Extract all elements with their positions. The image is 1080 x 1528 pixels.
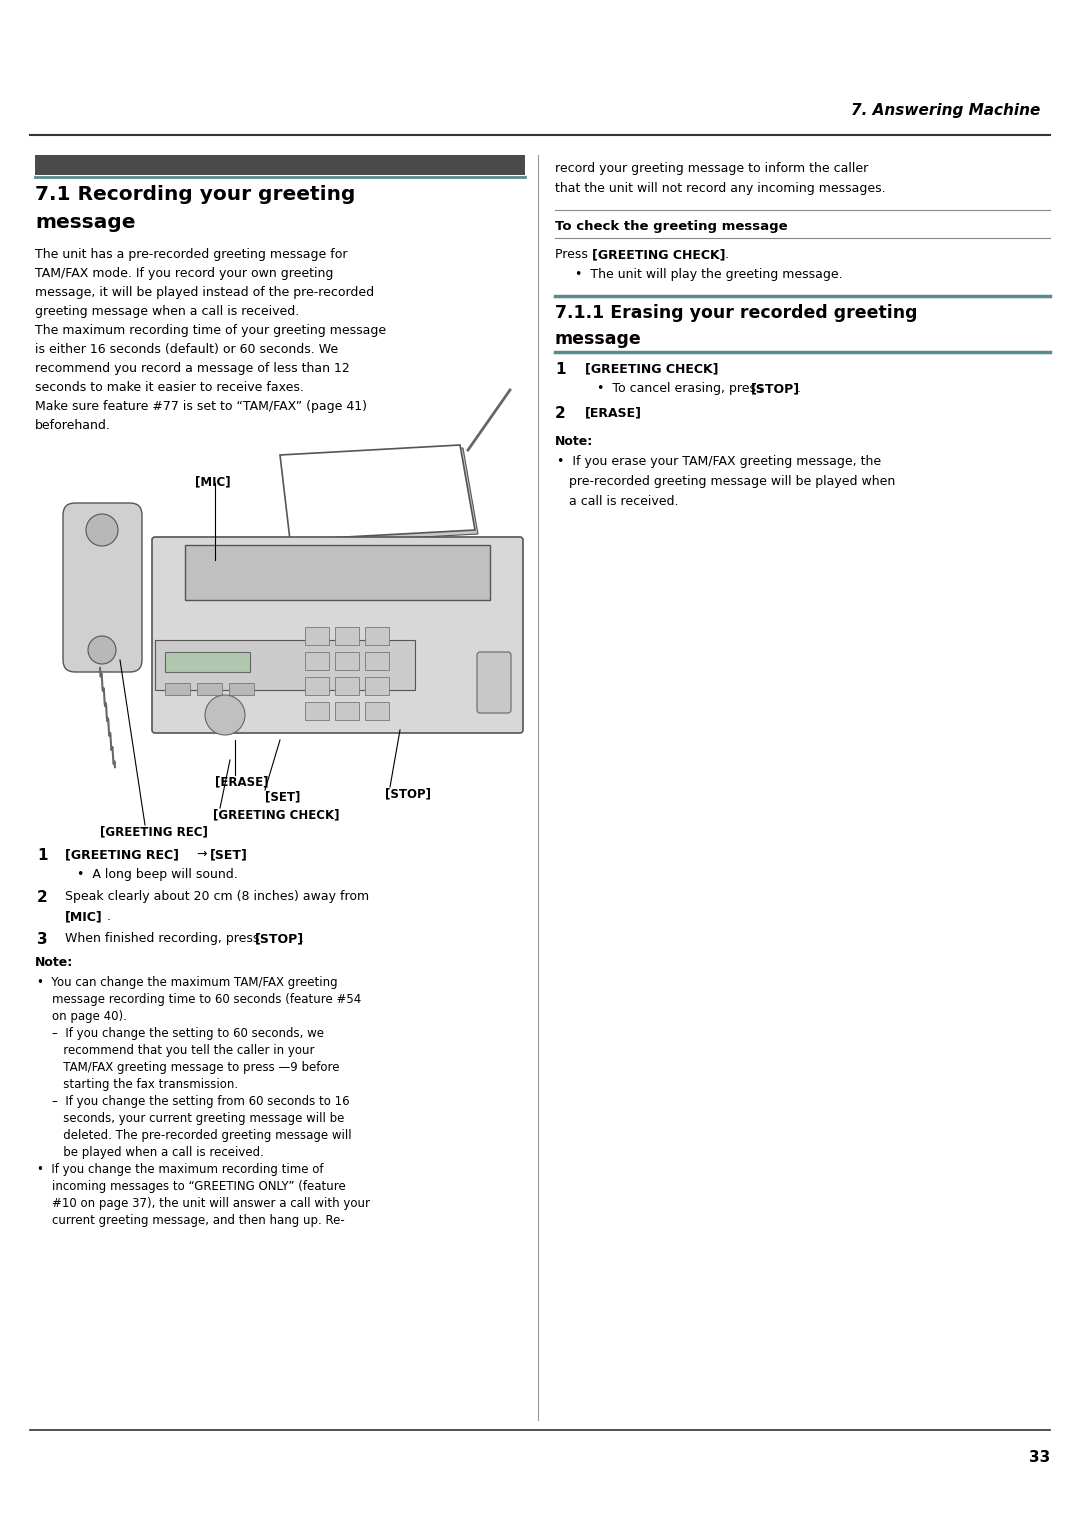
Bar xyxy=(305,626,329,645)
Text: 2: 2 xyxy=(555,406,566,422)
Bar xyxy=(335,626,359,645)
Text: 3: 3 xyxy=(37,932,48,947)
Text: •  If you change the maximum recording time of: • If you change the maximum recording ti… xyxy=(37,1163,324,1177)
Bar xyxy=(305,677,329,695)
Text: [GREETING REC]: [GREETING REC] xyxy=(65,848,179,860)
Text: message recording time to 60 seconds (feature #54: message recording time to 60 seconds (fe… xyxy=(37,993,361,1005)
Text: 33: 33 xyxy=(1029,1450,1050,1465)
Bar xyxy=(165,683,190,695)
Text: To check the greeting message: To check the greeting message xyxy=(555,220,787,232)
Text: Press: Press xyxy=(555,248,592,261)
Polygon shape xyxy=(280,445,475,539)
Bar xyxy=(165,652,249,672)
Polygon shape xyxy=(283,448,478,544)
Bar xyxy=(365,626,389,645)
Bar xyxy=(229,683,254,695)
Text: →: → xyxy=(193,848,212,860)
Text: seconds, your current greeting message will be: seconds, your current greeting message w… xyxy=(37,1112,345,1125)
FancyBboxPatch shape xyxy=(477,652,511,714)
Text: that the unit will not record any incoming messages.: that the unit will not record any incomi… xyxy=(555,182,886,196)
Bar xyxy=(185,545,490,601)
Text: The maximum recording time of your greeting message: The maximum recording time of your greet… xyxy=(35,324,387,338)
Text: incoming messages to “GREETING ONLY” (feature: incoming messages to “GREETING ONLY” (fe… xyxy=(37,1180,346,1193)
Text: is either 16 seconds (default) or 60 seconds. We: is either 16 seconds (default) or 60 sec… xyxy=(35,342,338,356)
Text: message, it will be played instead of the pre-recorded: message, it will be played instead of th… xyxy=(35,286,374,299)
Text: •  If you erase your TAM/FAX greeting message, the: • If you erase your TAM/FAX greeting mes… xyxy=(557,455,881,468)
Bar xyxy=(365,701,389,720)
Text: seconds to make it easier to receive faxes.: seconds to make it easier to receive fax… xyxy=(35,380,303,394)
Text: on page 40).: on page 40). xyxy=(37,1010,126,1024)
Text: –  If you change the setting from 60 seconds to 16: – If you change the setting from 60 seco… xyxy=(37,1096,350,1108)
Text: .: . xyxy=(797,382,801,396)
Text: message: message xyxy=(35,212,135,232)
Text: recommend that you tell the caller in your: recommend that you tell the caller in yo… xyxy=(37,1044,314,1057)
Text: 7.1 Recording your greeting: 7.1 Recording your greeting xyxy=(35,185,355,205)
Text: deleted. The pre-recorded greeting message will: deleted. The pre-recorded greeting messa… xyxy=(37,1129,352,1141)
Text: •  A long beep will sound.: • A long beep will sound. xyxy=(77,868,238,882)
Text: [SET]: [SET] xyxy=(265,790,300,804)
Bar xyxy=(305,701,329,720)
Text: beforehand.: beforehand. xyxy=(35,419,111,432)
Text: TAM/FAX greeting message to press —9 before: TAM/FAX greeting message to press —9 bef… xyxy=(37,1060,339,1074)
Text: –  If you change the setting to 60 seconds, we: – If you change the setting to 60 second… xyxy=(37,1027,324,1041)
Text: 2: 2 xyxy=(37,889,48,905)
Text: recommend you record a message of less than 12: recommend you record a message of less t… xyxy=(35,362,350,374)
Bar xyxy=(365,677,389,695)
Circle shape xyxy=(205,695,245,735)
Text: Make sure feature #77 is set to “TAM/FAX” (page 41): Make sure feature #77 is set to “TAM/FAX… xyxy=(35,400,367,413)
Circle shape xyxy=(87,636,116,665)
Text: •  The unit will play the greeting message.: • The unit will play the greeting messag… xyxy=(575,267,842,281)
FancyBboxPatch shape xyxy=(152,536,523,733)
Circle shape xyxy=(86,513,118,545)
Text: [GREETING CHECK]: [GREETING CHECK] xyxy=(592,248,726,261)
Text: .: . xyxy=(300,932,303,944)
Text: [STOP]: [STOP] xyxy=(384,787,431,801)
Text: [GREETING CHECK]: [GREETING CHECK] xyxy=(213,808,339,821)
Text: •  To cancel erasing, press: • To cancel erasing, press xyxy=(597,382,767,396)
Text: starting the fax transmission.: starting the fax transmission. xyxy=(37,1077,238,1091)
Text: [ERASE]: [ERASE] xyxy=(585,406,642,419)
Text: Speak clearly about 20 cm (8 inches) away from: Speak clearly about 20 cm (8 inches) awa… xyxy=(65,889,369,903)
Bar xyxy=(365,652,389,669)
Text: 1: 1 xyxy=(37,848,48,863)
Bar xyxy=(197,683,222,695)
Text: a call is received.: a call is received. xyxy=(557,495,678,507)
Text: greeting message when a call is received.: greeting message when a call is received… xyxy=(35,306,299,318)
Text: .: . xyxy=(107,911,111,923)
Bar xyxy=(335,652,359,669)
Text: [STOP]: [STOP] xyxy=(751,382,800,396)
Text: [GREETING REC]: [GREETING REC] xyxy=(100,825,207,837)
Text: record your greeting message to inform the caller: record your greeting message to inform t… xyxy=(555,162,868,176)
Bar xyxy=(335,701,359,720)
Text: 7.1.1 Erasing your recorded greeting: 7.1.1 Erasing your recorded greeting xyxy=(555,304,918,322)
Text: current greeting message, and then hang up. Re-: current greeting message, and then hang … xyxy=(37,1215,345,1227)
Text: [STOP]: [STOP] xyxy=(255,932,305,944)
Text: be played when a call is received.: be played when a call is received. xyxy=(37,1146,264,1160)
FancyBboxPatch shape xyxy=(63,503,141,672)
Text: 7. Answering Machine: 7. Answering Machine xyxy=(851,102,1040,118)
Text: The unit has a pre-recorded greeting message for: The unit has a pre-recorded greeting mes… xyxy=(35,248,348,261)
Text: #10 on page 37), the unit will answer a call with your: #10 on page 37), the unit will answer a … xyxy=(37,1196,370,1210)
Bar xyxy=(35,154,525,176)
Text: pre-recorded greeting message will be played when: pre-recorded greeting message will be pl… xyxy=(557,475,895,487)
Text: Note:: Note: xyxy=(555,435,593,448)
Text: [SET]: [SET] xyxy=(210,848,248,860)
Text: When finished recording, press: When finished recording, press xyxy=(65,932,264,944)
Text: [MIC]: [MIC] xyxy=(195,475,231,487)
Text: .: . xyxy=(725,248,729,261)
Bar xyxy=(335,677,359,695)
Text: TAM/FAX mode. If you record your own greeting: TAM/FAX mode. If you record your own gre… xyxy=(35,267,334,280)
Text: message: message xyxy=(555,330,642,348)
Text: Note:: Note: xyxy=(35,957,73,969)
Bar xyxy=(156,640,415,691)
Text: 1: 1 xyxy=(555,362,566,377)
Text: •  You can change the maximum TAM/FAX greeting: • You can change the maximum TAM/FAX gre… xyxy=(37,976,338,989)
Bar xyxy=(305,652,329,669)
Text: [GREETING CHECK]: [GREETING CHECK] xyxy=(585,362,718,374)
Text: [MIC]: [MIC] xyxy=(65,911,103,923)
Text: [ERASE]: [ERASE] xyxy=(215,775,269,788)
